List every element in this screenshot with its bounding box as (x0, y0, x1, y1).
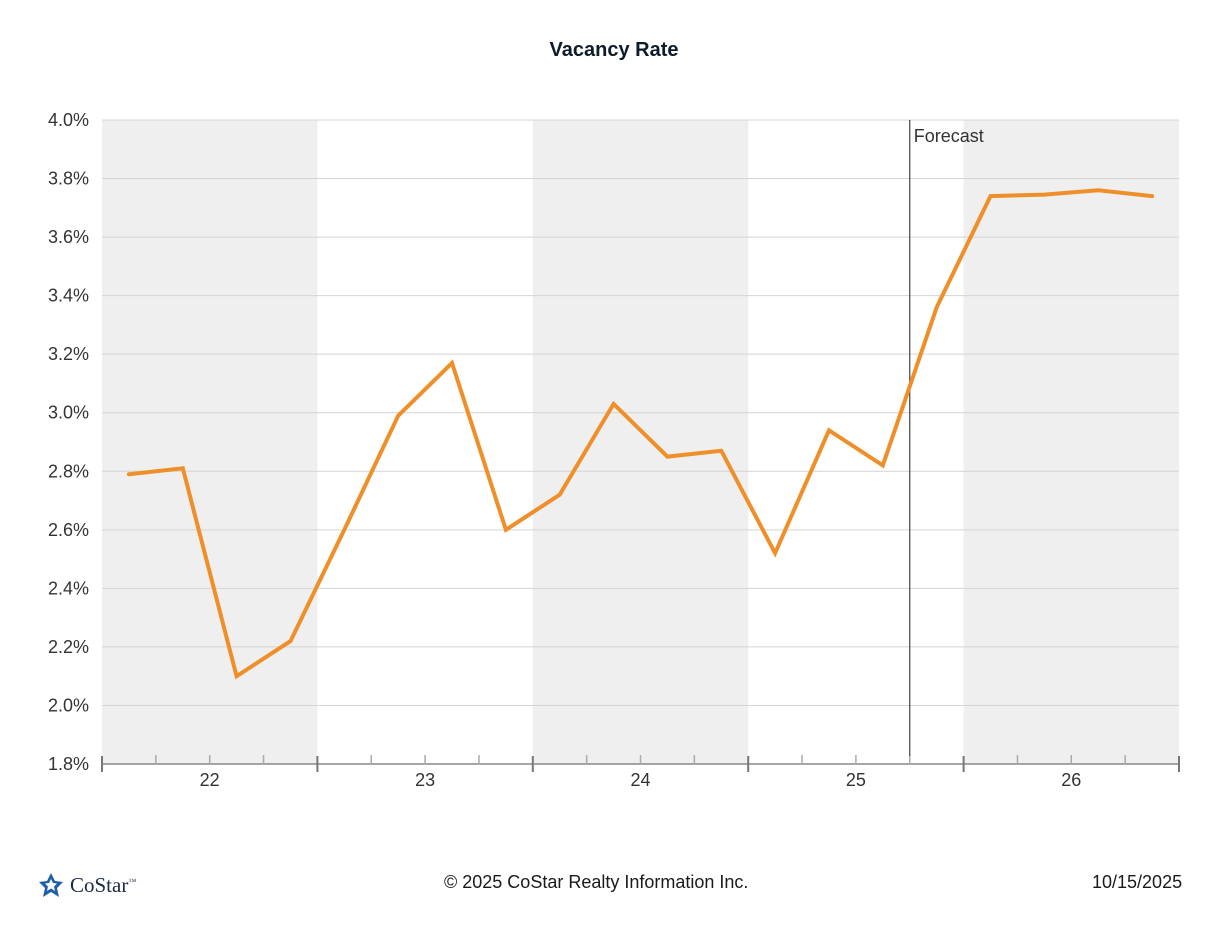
y-tick-label: 3.4% (48, 286, 89, 306)
year-band-22 (102, 120, 318, 764)
y-tick-label: 3.8% (48, 169, 89, 189)
x-tick-label: 22 (200, 770, 220, 790)
logo-wordmark: CoStar™ (70, 873, 136, 898)
y-tick-label: 2.2% (48, 637, 89, 657)
y-tick-label: 3.0% (48, 403, 89, 423)
year-bands (102, 120, 1179, 764)
year-band-24 (532, 120, 749, 764)
y-tick-label: 3.2% (48, 344, 89, 364)
logo-tm: ™ (128, 876, 137, 886)
y-tick-label: 2.8% (48, 461, 89, 481)
y-tick-label: 1.8% (48, 754, 89, 774)
y-tick-label: 2.4% (48, 578, 89, 598)
logo-text: CoStar (70, 872, 129, 897)
y-tick-label: 4.0% (48, 110, 89, 130)
y-tick-label: 2.6% (48, 520, 89, 540)
y-axis-ticks: 4.0% 3.8% 3.6% 3.4% 3.2% 3.0% 2.8% 2.6% 2.4% 2.2%… (48, 110, 89, 774)
series-layer (126, 188, 1155, 680)
x-tick-label: 23 (415, 770, 435, 790)
report-date: 10/15/2025 (1092, 872, 1183, 892)
y-tick-label: 2.0% (48, 695, 89, 715)
chart-title: Vacancy Rate (550, 39, 679, 61)
x-tick-label: 26 (1061, 770, 1081, 790)
year-band-26 (963, 120, 1179, 764)
copyright-text: © 2025 CoStar Realty Information Inc. (444, 872, 749, 892)
vacancy-rate-line (126, 188, 1155, 680)
forecast-label: Forecast (914, 126, 984, 146)
costar-star-icon (39, 873, 63, 897)
x-axis: 22 23 24 25 26 (101, 755, 1180, 790)
x-tick-label: 24 (630, 770, 650, 790)
y-tick-label: 3.6% (48, 227, 89, 247)
costar-logo: CoStar™ (38, 872, 136, 898)
forecast-marker: Forecast (909, 120, 984, 756)
x-tick-label: 25 (846, 770, 866, 790)
